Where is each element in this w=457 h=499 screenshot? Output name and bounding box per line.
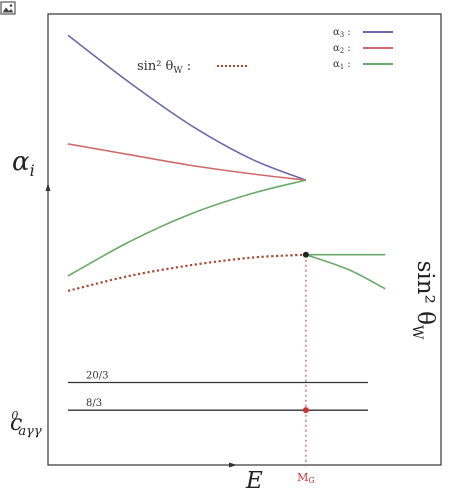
level-label-8-3: 8/3 — [86, 398, 102, 409]
series-line--3 — [67, 34, 307, 181]
series-line--2 — [67, 143, 306, 181]
y-axis-arrowhead — [45, 183, 51, 191]
legend-label-alpha3: α3 : — [333, 27, 351, 39]
image-icon[interactable] — [0, 0, 16, 16]
unification-point — [302, 251, 309, 258]
level-label-20-3: 20/3 — [86, 370, 108, 381]
levels-layer: 20/3 8/3 — [68, 370, 368, 411]
series-line-sin-w-above-drop — [305, 253, 386, 290]
legend-label-alpha2: α2 : — [333, 43, 351, 55]
series-line--1 — [67, 179, 307, 277]
lower-y-axis-label: c0aγγ — [10, 409, 42, 439]
right-y-axis-label: sin² θW — [409, 261, 438, 340]
legend-entry-alpha2: α2 : — [333, 43, 393, 55]
series-line-sin-w — [67, 253, 306, 292]
legend-label-alpha1: α1 : — [333, 59, 351, 71]
x-axis-label: E — [245, 468, 263, 494]
plot-frame — [47, 13, 442, 466]
mg-tick-label: MG — [297, 471, 315, 485]
legend-entry-alpha1: α1 : — [333, 59, 393, 71]
legend: α3 : α2 : α1 : — [333, 27, 393, 71]
sinw-legend-label: sin² θW : — [137, 59, 191, 76]
level-marker-point — [302, 407, 309, 414]
sinw-legend: sin² θW : — [137, 59, 247, 76]
y-axis-label: αi — [12, 147, 35, 180]
legend-entry-alpha3: α3 : — [333, 27, 393, 39]
x-axis-arrowhead — [229, 462, 237, 468]
series-layer — [67, 34, 386, 292]
